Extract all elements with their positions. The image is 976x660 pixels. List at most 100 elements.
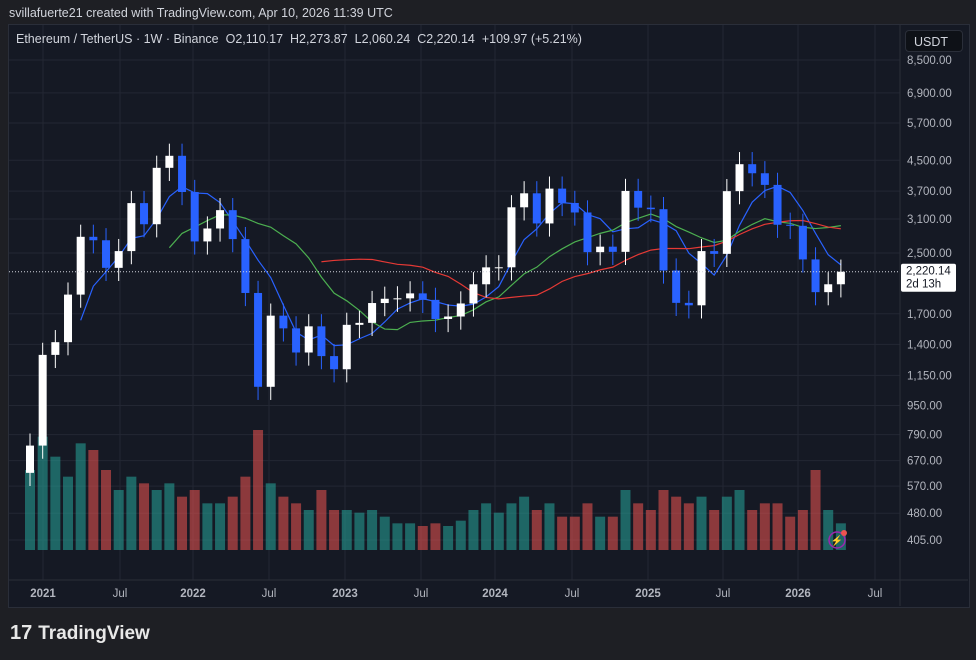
volume-bar [696,496,707,550]
candle [393,286,402,312]
candle [532,181,541,237]
candle [266,303,275,400]
price-tick: 950.00 [907,401,942,413]
time-tick: 2023 [332,588,358,600]
price-tick: 3,700.00 [907,186,952,198]
volume-bar [189,490,200,550]
volume-bar [633,503,644,550]
price-tick: 8,500.00 [907,55,952,67]
last-price-value: 2,220.14 [906,266,951,278]
currency-unit-button[interactable]: USDT [905,30,963,52]
price-tick: 3,100.00 [907,214,952,226]
candle [824,272,833,306]
volume-bar [544,503,555,550]
candle [216,198,225,242]
volume-bar [367,510,378,550]
close-value: C2,220.14 [417,32,475,46]
candle [152,155,161,238]
volume-bar [595,516,606,550]
candle [279,303,288,342]
lightning-alert-icon[interactable]: ⚡ [828,530,847,549]
volume-bar [329,510,340,550]
price-tick: 570.00 [907,481,942,493]
candle [418,281,427,314]
volume-bar [291,503,302,550]
volume-bar [455,520,466,550]
volume-bar [430,523,441,550]
candle [482,255,491,298]
volume-bar [759,503,770,550]
candle [342,312,351,383]
volume-bar [75,443,86,550]
symbol-legend: Ethereum / TetherUS · 1W · Binance O2,11… [16,32,582,46]
time-tick: Jul [565,588,580,600]
candle [140,190,149,238]
candle [317,314,326,370]
time-tick: Jul [113,588,128,600]
volume-bar [417,526,428,550]
tv-logo-icon: 17 [10,622,33,644]
volume-bar [202,503,213,550]
candle [228,198,237,253]
candle [659,197,668,284]
time-tick: 2021 [30,588,56,600]
candle [444,304,453,333]
candle [89,224,98,254]
volume-bar [493,512,504,550]
last-price-label [901,263,956,292]
candle [190,179,199,255]
svg-text:⚡: ⚡ [831,534,843,547]
volume-bar [177,496,188,550]
volume-bar [506,503,517,550]
candle [596,234,605,266]
volume-bar [151,490,162,550]
volume-bar [481,503,492,550]
time-tick: 2025 [635,588,661,600]
candle [583,200,592,266]
price-tick: 405.00 [907,535,942,547]
volume-bar [215,503,226,550]
price-tick: 1,700.00 [907,309,952,321]
candle [431,287,440,333]
price-tick: 670.00 [907,456,942,468]
change-value: +109.97 (+5.21%) [481,32,582,46]
brand-name: TradingView [38,622,150,644]
candle [836,259,845,298]
time-tick: 2022 [180,588,206,600]
candle [760,161,769,199]
candle [64,282,73,356]
time-tick: Jul [716,588,731,600]
volume-bar [797,510,808,550]
candle [203,216,212,255]
volume-bar [164,483,175,550]
candle [545,176,554,237]
tradingview-logo[interactable]: 17 TradingView [10,622,150,645]
volume-bar [253,430,264,550]
candle [786,212,795,239]
volume-bar [519,496,530,550]
candle [304,314,313,366]
volume-bar [721,496,732,550]
volume-bar [303,510,314,550]
candle [241,226,250,307]
price-tick: 4,500.00 [907,155,952,167]
symbol-name[interactable]: Ethereum / TetherUS · 1W · Binance [16,32,219,46]
price-tick: 1,400.00 [907,339,952,351]
candle [634,178,643,221]
volume-bar [392,523,403,550]
volume-bar [607,516,618,550]
time-tick: 2026 [785,588,811,600]
volume-bar [747,510,758,550]
price-tick: 6,900.00 [907,88,952,100]
candle [722,179,731,268]
volume-bar [316,490,327,550]
candle [735,152,744,205]
candle [773,172,782,238]
volume-bar [50,456,61,550]
candle [165,143,174,181]
candle [558,176,567,217]
candle [469,272,478,317]
volume-bar [341,510,352,550]
candle [494,255,503,281]
